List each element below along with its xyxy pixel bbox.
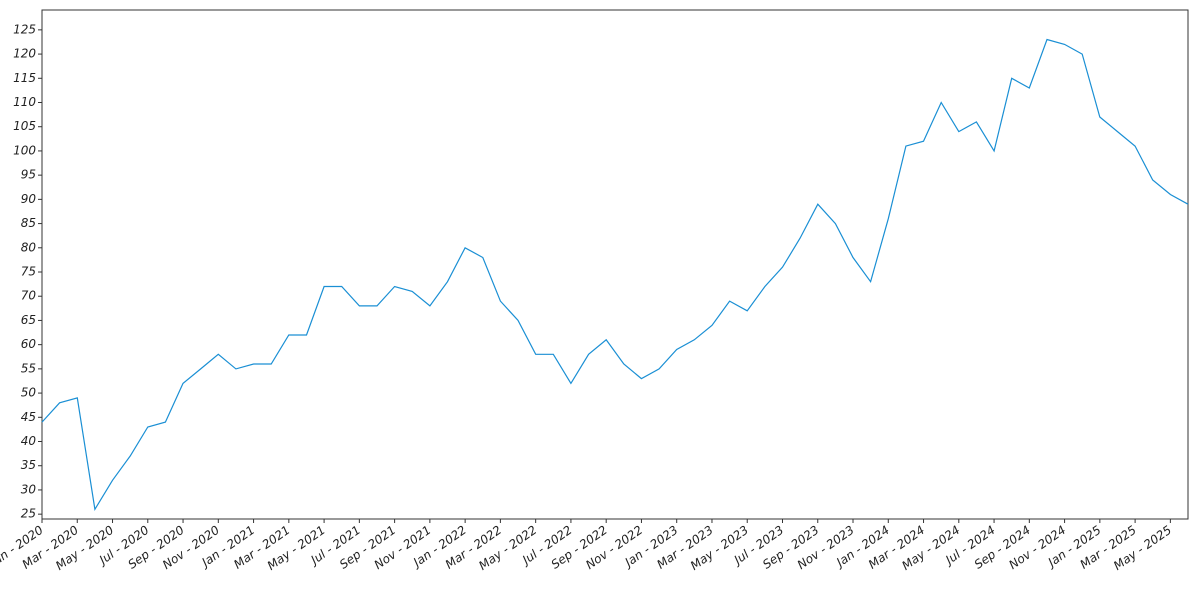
y-tick-label: 25: [21, 507, 36, 521]
y-tick-label: 120: [13, 47, 36, 61]
y-tick-label: 125: [13, 22, 36, 36]
y-tick-label: 95: [21, 168, 36, 182]
y-tick-label: 65: [21, 313, 36, 327]
y-tick-label: 100: [13, 143, 36, 157]
y-tick-label: 50: [21, 386, 37, 400]
y-tick-label: 90: [21, 192, 37, 206]
y-tick-label: 80: [21, 240, 37, 254]
y-tick-label: 35: [21, 458, 36, 472]
y-tick-label: 40: [21, 434, 37, 448]
y-tick-label: 75: [21, 265, 36, 279]
y-tick-label: 115: [13, 71, 36, 85]
y-tick-label: 45: [21, 410, 36, 424]
plot-frame: [41, 9, 1189, 520]
y-tick-label: 70: [21, 289, 37, 303]
y-tick-label: 55: [21, 361, 36, 375]
y-tick-label: 30: [21, 482, 37, 496]
y-tick-label: 105: [13, 119, 36, 133]
y-tick-label: 110: [13, 95, 36, 109]
y-tick-label: 60: [21, 337, 37, 351]
y-tick-label: 85: [21, 216, 36, 230]
price-line: [41, 38, 1189, 512]
